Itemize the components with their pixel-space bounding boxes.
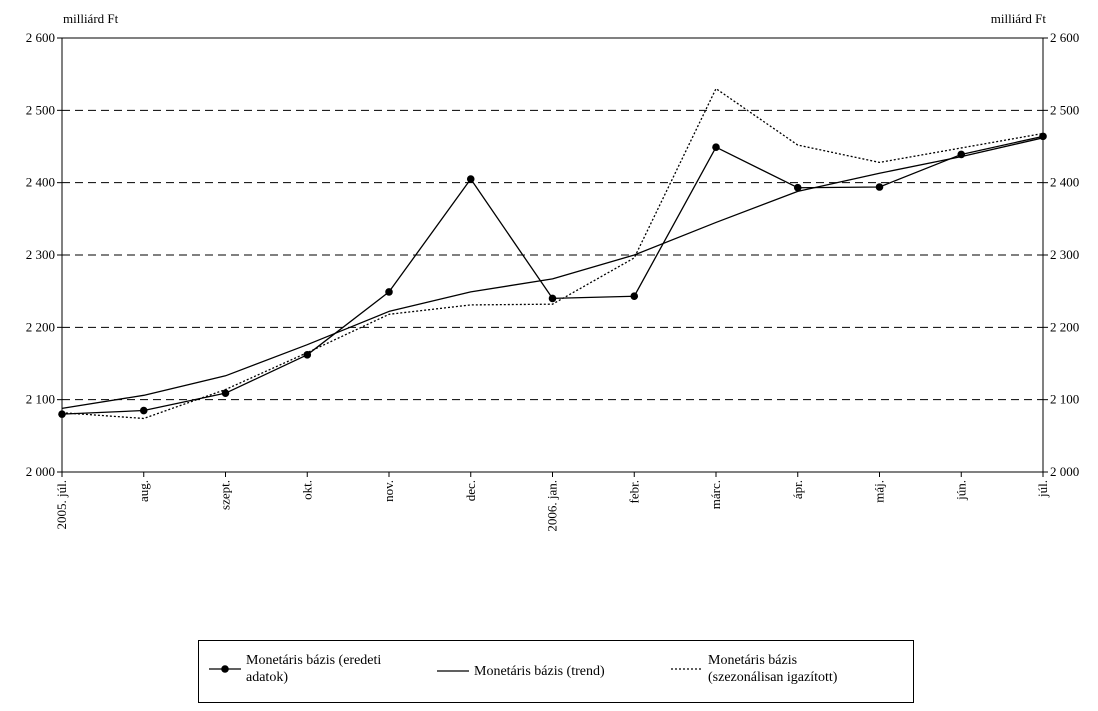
y-tick-label-left: 2 100 [26, 392, 55, 407]
y-tick-label-left: 2 300 [26, 247, 55, 262]
data-point-marker [466, 175, 475, 183]
gridlines [62, 109, 1043, 401]
data-point-marker [793, 183, 802, 192]
data-point-marker [139, 406, 148, 415]
legend-item-seasonally-adjusted: Monetáris bázis (szezonálisan igazított) [669, 652, 837, 686]
x-tick-label: ápr. [790, 480, 805, 499]
y-tick-label-left: 2 200 [26, 319, 55, 334]
data-point-marker [875, 183, 884, 191]
left-y-unit-label: milliárd Ft [63, 11, 119, 26]
series-trend-line [61, 137, 1044, 409]
series-layer [58, 87, 1047, 420]
legend-label-trend: Monetáris bázis (trend) [474, 663, 605, 679]
y-tick-label-right: 2 200 [1050, 319, 1079, 334]
legend-solid-line-icon [437, 670, 469, 672]
y-tick-label-right: 2 400 [1050, 175, 1079, 190]
monetary-base-chart: 2 000 2 000 2 100 2 100 2 200 2 200 2 300 2 300… [26, 30, 1080, 532]
x-tick-label: jún. [953, 480, 968, 501]
x-tick-label: febr. [626, 480, 641, 503]
x-tick-label: dec. [463, 480, 478, 501]
legend-label-original: Monetáris bázis (eredeti adatok) [246, 653, 382, 685]
x-tick-label: 2006. jan. [545, 480, 560, 532]
data-point-marker [712, 143, 720, 152]
axes: 2 000 2 000 2 100 2 100 2 200 2 200 2 300 2 300… [26, 30, 1080, 532]
data-point-marker [548, 294, 557, 303]
x-tick-label: okt. [299, 480, 314, 500]
legend-label-seasonally-adjusted: Monetáris bázis (szezonálisan igazított) [708, 653, 838, 685]
x-tick-label: 2005. júl. [54, 480, 69, 529]
data-point-marker [385, 288, 393, 296]
y-tick-label-left: 2 600 [26, 30, 55, 45]
legend-item-original: Monetáris bázis (eredeti adatok) [207, 652, 381, 686]
x-tick-label: aug. [136, 480, 151, 502]
data-point-marker [221, 389, 230, 397]
x-tick-label: júl. [1035, 480, 1050, 498]
y-tick-label-right: 2 000 [1050, 464, 1079, 479]
x-tick-label: szept. [218, 480, 233, 510]
y-tick-label-right: 2 500 [1050, 102, 1079, 117]
x-tick-label: márc. [708, 480, 723, 509]
y-tick-label-right: 2 300 [1050, 247, 1079, 262]
y-tick-label-left: 2 000 [26, 464, 55, 479]
y-tick-label-right: 2 100 [1050, 392, 1079, 407]
x-tick-label: nov. [381, 480, 396, 502]
legend: Monetáris bázis (eredeti adatok) Monetár… [198, 640, 914, 703]
right-y-unit-label: milliárd Ft [990, 11, 1046, 26]
data-point-marker [630, 292, 639, 301]
series-seasonally-adjusted-line [61, 87, 1044, 420]
legend-item-trend: Monetáris bázis (trend) [435, 661, 605, 681]
data-point-marker [303, 351, 312, 359]
y-tick-label-right: 2 600 [1050, 30, 1079, 45]
legend-dotted-line-icon [671, 668, 703, 670]
y-tick-label-left: 2 500 [26, 102, 55, 117]
series-original-line [61, 135, 1044, 415]
y-tick-label-left: 2 400 [26, 175, 55, 190]
x-tick-label: máj. [872, 480, 887, 503]
legend-line-marker-icon [209, 665, 241, 673]
